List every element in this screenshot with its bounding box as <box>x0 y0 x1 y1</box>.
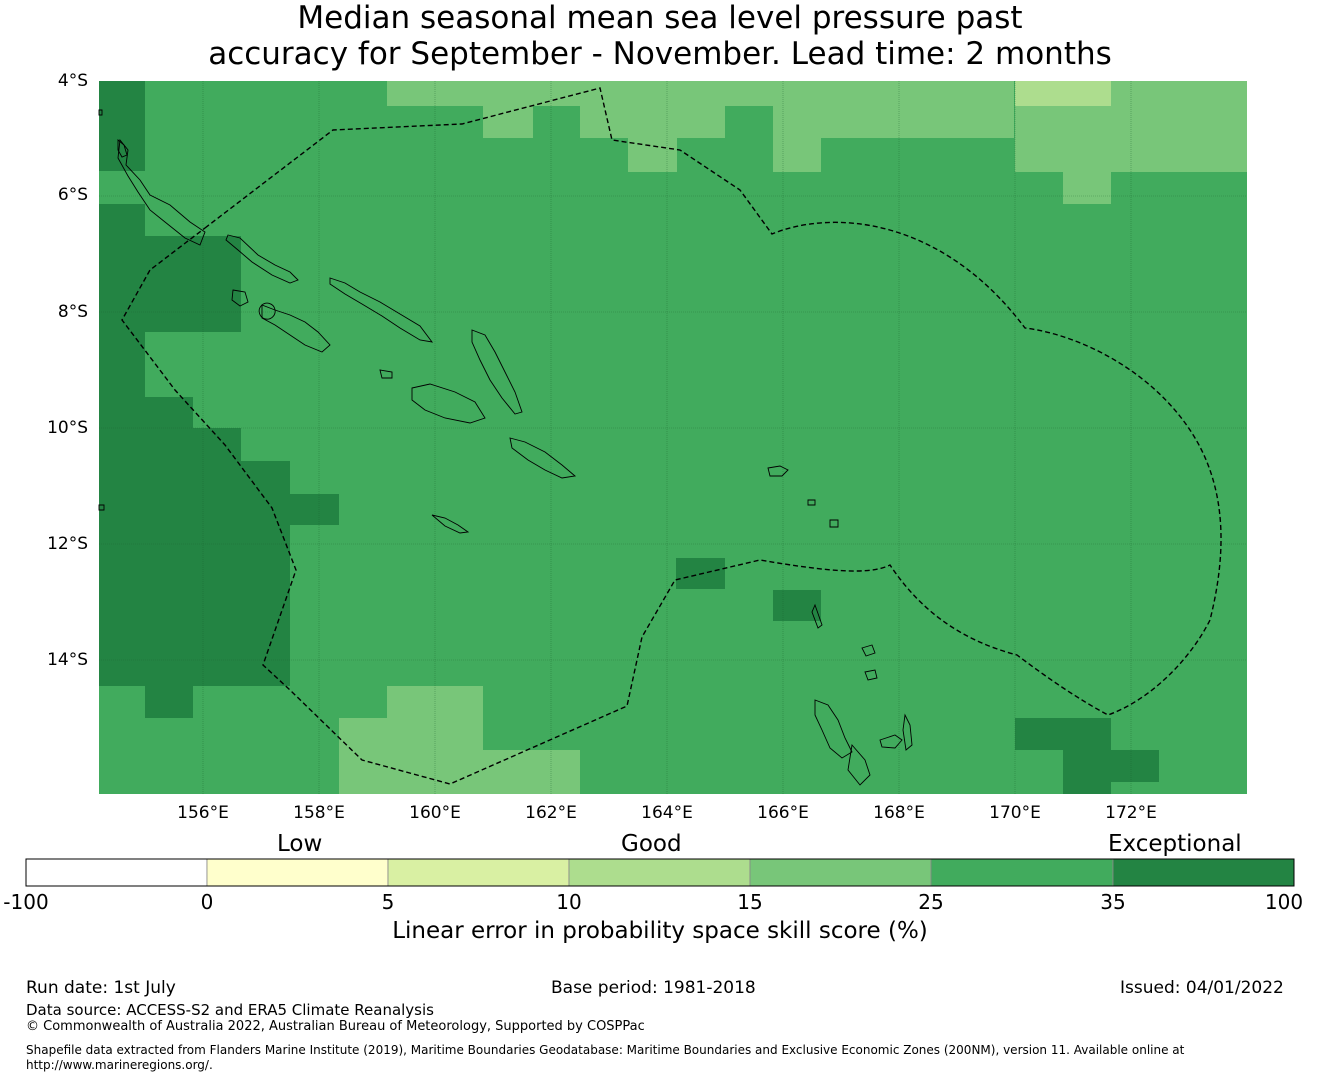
title-line-2: accuracy for September - November. Lead … <box>208 36 1112 72</box>
colorbar-tick: 100 <box>1264 890 1304 914</box>
gaua-island <box>864 669 878 681</box>
coastlines <box>98 109 913 786</box>
bougainville-island <box>117 138 206 246</box>
skill-cells <box>99 81 1247 794</box>
santa-cruz-island <box>767 465 789 477</box>
colorbar-label: Linear error in probability space skill … <box>392 918 928 944</box>
island <box>98 504 105 511</box>
vanua-lava-island <box>861 644 876 657</box>
issued-date: Issued: 04/01/2022 <box>1120 978 1284 998</box>
skill-cell <box>145 686 193 718</box>
lon-label: 158°E <box>293 803 345 823</box>
colorbar-tick: 25 <box>918 890 944 914</box>
malekula-island <box>879 734 903 749</box>
rennell-island <box>431 514 470 534</box>
solomon-islands-eez <box>121 87 1222 785</box>
makira-island <box>509 437 577 479</box>
santa-isabel-island <box>329 277 434 343</box>
lat-label: 14°S <box>47 650 88 670</box>
category-exceptional: Exceptional <box>1108 831 1242 857</box>
buka-island <box>117 139 128 158</box>
colorbar <box>25 858 1295 887</box>
data-source: Data source: ACCESS-S2 and ERA5 Climate … <box>26 1001 434 1019</box>
title-line-1: Median seasonal mean sea level pressure … <box>297 0 1023 36</box>
chart-title: Median seasonal mean sea level pressure … <box>0 0 1320 72</box>
gridlines <box>99 81 1247 794</box>
espiritu-santo-island <box>814 699 853 759</box>
skill-cell <box>483 106 533 138</box>
lon-label: 164°E <box>641 803 693 823</box>
colorbar-tick: 35 <box>1100 890 1126 914</box>
lat-label: 4°S <box>57 71 88 91</box>
ambae-island <box>847 743 871 786</box>
pentecost-island <box>902 713 913 751</box>
choiseul-island <box>225 234 299 284</box>
skill-cell <box>1015 81 1111 106</box>
nggela-islands <box>379 369 393 379</box>
skill-cell <box>1063 782 1111 794</box>
colorbar-tick: 10 <box>556 890 582 914</box>
skill-cell <box>773 106 1014 138</box>
lon-label: 162°E <box>525 803 577 823</box>
skill-cell <box>533 81 1014 106</box>
colorbar-segment <box>749 858 932 887</box>
lon-label: 172°E <box>1105 803 1157 823</box>
eez-boundary <box>121 87 1222 785</box>
island <box>98 109 103 116</box>
new-georgia-islands <box>261 304 331 353</box>
kolombangara-island <box>258 302 276 320</box>
guadalcanal-island <box>411 383 486 424</box>
malaita-island <box>471 329 523 415</box>
island <box>829 519 839 528</box>
skill-cell <box>1111 81 1247 106</box>
skill-cell <box>339 718 483 794</box>
colorbar-tick: 5 <box>381 890 395 914</box>
vella-lavella-island <box>231 289 249 307</box>
skill-cell <box>193 428 241 686</box>
base-period: Base period: 1981-2018 <box>551 978 756 998</box>
skill-cell <box>241 461 290 686</box>
lon-label: 168°E <box>873 803 925 823</box>
run-date: Run date: 1st July <box>26 978 176 998</box>
skill-cell <box>773 138 821 172</box>
skill-cell <box>145 236 241 332</box>
skill-cell <box>580 106 725 138</box>
lat-label: 10°S <box>47 418 88 438</box>
skill-cell <box>145 397 193 686</box>
lon-label: 160°E <box>409 803 461 823</box>
skill-cell <box>1063 172 1111 204</box>
skill-cell <box>290 494 339 525</box>
island <box>807 499 816 506</box>
category-good: Good <box>621 831 682 857</box>
category-low: Low <box>277 831 323 857</box>
colorbar-segment <box>1112 858 1295 887</box>
lat-label: 8°S <box>57 302 88 322</box>
map-background <box>99 81 1247 794</box>
colorbar-tick: 0 <box>200 890 214 914</box>
lat-label: 6°S <box>57 185 88 205</box>
skill-cell <box>628 138 677 172</box>
lon-label: 156°E <box>177 803 229 823</box>
colorbar-tick: 15 <box>737 890 763 914</box>
skill-cell <box>483 750 580 794</box>
skill-cell <box>99 81 145 171</box>
island <box>811 603 823 629</box>
skill-cell <box>99 204 145 686</box>
lon-label: 170°E <box>989 803 1041 823</box>
skill-cell <box>1015 718 1111 750</box>
colorbar-segment <box>387 858 570 887</box>
colorbar-frame <box>25 858 1295 887</box>
copyright: © Commonwealth of Australia 2022, Austra… <box>26 1019 645 1034</box>
lat-label: 12°S <box>47 534 88 554</box>
skill-cell <box>387 81 533 106</box>
colorbar-tick: -100 <box>3 890 49 914</box>
colorbar-segment <box>206 858 389 887</box>
colorbar-segment <box>568 858 751 887</box>
lon-label: 166°E <box>757 803 809 823</box>
colorbar-segment <box>25 858 208 887</box>
skill-cell <box>1063 750 1159 782</box>
colorbar-segment <box>930 858 1114 887</box>
shapefile-credit: Shapefile data extracted from Flanders M… <box>26 1043 1185 1072</box>
